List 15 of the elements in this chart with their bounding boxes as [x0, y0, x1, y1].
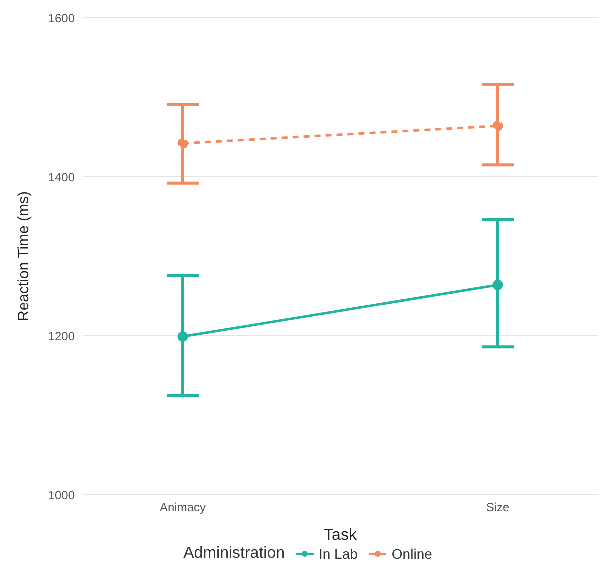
y-tick-label: 1200 — [48, 329, 76, 344]
y-tick-label: 1000 — [48, 488, 76, 502]
legend-label: In Lab — [318, 546, 358, 562]
x-tick-label: Animacy — [160, 500, 206, 515]
point — [492, 280, 504, 290]
point — [178, 138, 188, 149]
legend-title: Administration — [184, 545, 285, 563]
legend-label: Online — [390, 546, 432, 562]
y-tick-label: 1400 — [48, 170, 76, 184]
x-axis-title: Task — [324, 527, 358, 544]
point — [178, 332, 188, 342]
point — [492, 120, 504, 132]
x-tick-label: Size — [486, 500, 510, 515]
y-tick-label: 1600 — [48, 11, 76, 26]
y-axis-title: Reaction Time (ms) — [15, 191, 32, 322]
